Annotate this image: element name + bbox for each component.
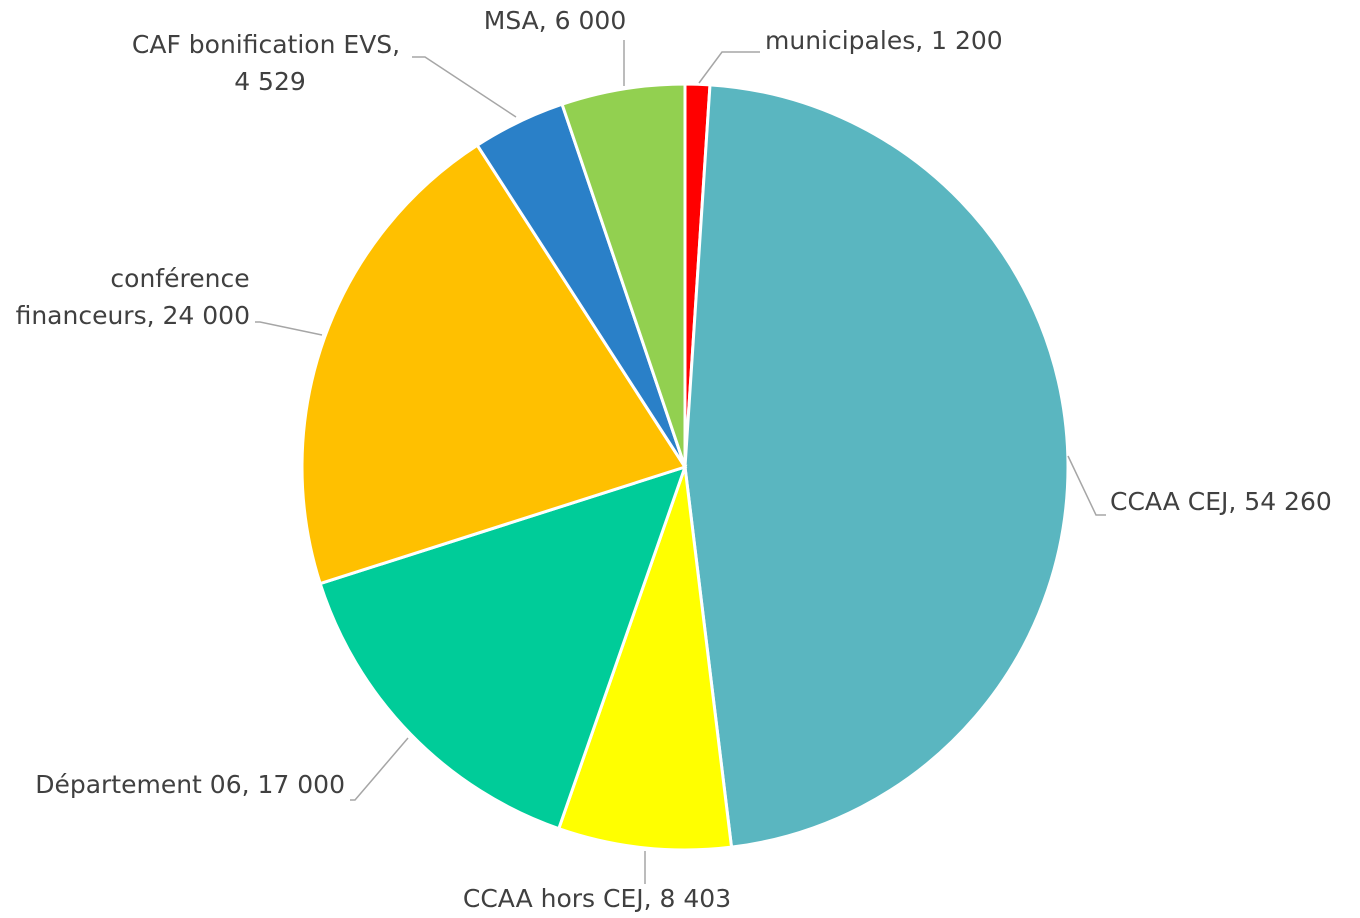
pie-slice: [683, 83, 1070, 849]
pie-slice: [560, 82, 687, 468]
value-label: 4 529: [234, 67, 306, 96]
separator: ,: [644, 884, 660, 913]
leader-line: [412, 56, 517, 118]
separator: ,: [1228, 487, 1244, 516]
data-label: CAF bonification EVS, 4 529: [132, 30, 408, 96]
separator: ,: [915, 26, 931, 55]
separator: ,: [147, 301, 163, 330]
category-label: Département 06: [35, 770, 241, 799]
separator: ,: [242, 770, 258, 799]
pie-slice: [556, 466, 734, 852]
value-label: 8 403: [660, 884, 732, 913]
leader-line: [350, 737, 409, 801]
value-label: 1 200: [931, 26, 1003, 55]
category-label: CAF bonification EVS: [132, 30, 392, 59]
category-label: conférence: [110, 264, 249, 293]
data-label: CCAA hors CEJ, 8 403: [463, 884, 731, 913]
category-label: municipales: [765, 26, 915, 55]
category-label: financeurs: [16, 301, 147, 330]
separator: ,: [392, 30, 408, 59]
value-label: 6 000: [555, 6, 627, 35]
pie-slice: [318, 464, 688, 831]
value-label: 24 000: [163, 301, 250, 330]
data-label: MSA, 6 000: [484, 6, 627, 35]
value-label: 17 000: [258, 770, 345, 799]
data-label: CCAA CEJ, 54 260: [1110, 487, 1332, 516]
value-label: 54 260: [1244, 487, 1331, 516]
leader-line: [255, 321, 323, 336]
data-label: Département 06, 17 000: [35, 770, 345, 799]
data-label: municipales, 1 200: [765, 26, 1003, 55]
data-label: conférence financeurs, 24 000: [16, 264, 250, 330]
leader-line: [698, 51, 760, 84]
category-label: MSA: [484, 6, 539, 35]
leader-line: [1067, 455, 1106, 516]
category-label: CCAA hors CEJ: [463, 884, 644, 913]
pie-slice: [300, 143, 688, 586]
category-label: CCAA CEJ: [1110, 487, 1228, 516]
separator: ,: [539, 6, 555, 35]
